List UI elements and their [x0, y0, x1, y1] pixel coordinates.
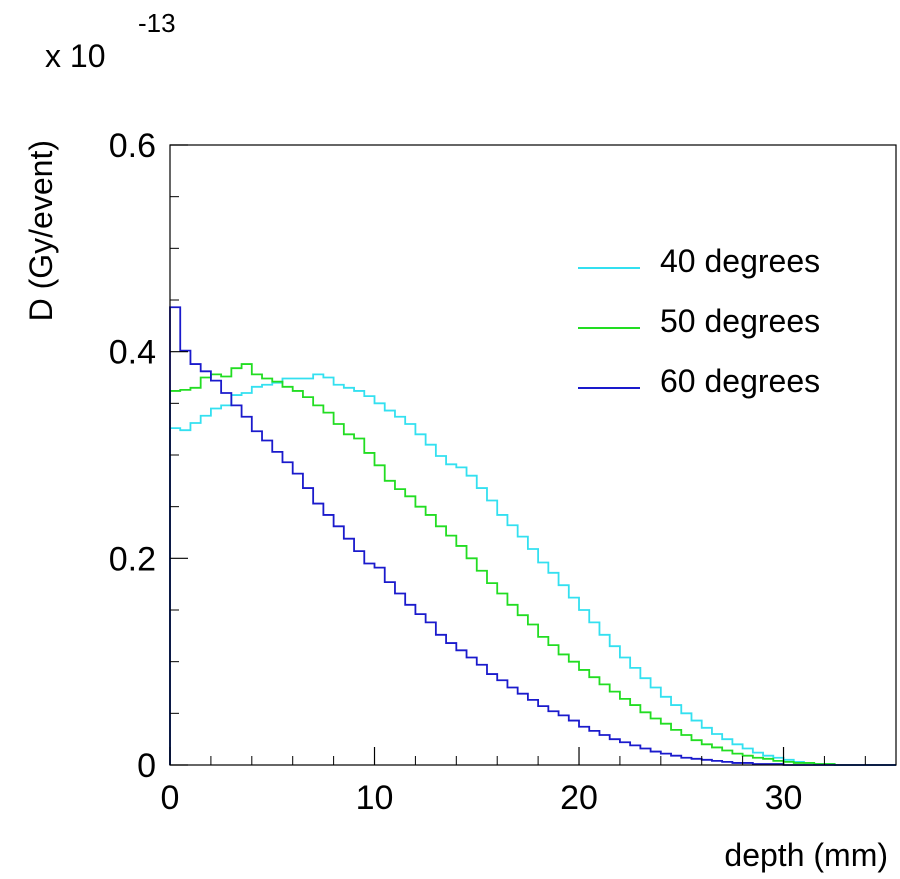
- legend: 40 degrees 50 degrees 60 degrees: [578, 243, 820, 399]
- x-tick-label: 20: [560, 779, 598, 817]
- plot-frame: [169, 144, 897, 766]
- y-tick-label: 0.2: [109, 540, 156, 578]
- legend-label: 60 degrees: [660, 363, 820, 399]
- series-line-3: [169, 306, 896, 766]
- labels-layer: 0 10 20 30 0 0.2 0.4 0.6: [109, 127, 803, 817]
- x-tick-label: 10: [356, 779, 394, 817]
- y-tick-label: 0: [137, 747, 156, 785]
- legend-label: 50 degrees: [660, 303, 820, 339]
- x-tick-label: 30: [765, 779, 803, 817]
- y-multiplier-base: x 10: [45, 38, 105, 74]
- y-tick-label: 0.4: [109, 334, 156, 372]
- ticks-layer: [169, 144, 866, 766]
- x-tick-label: 0: [161, 779, 180, 817]
- x-axis-title: depth (mm): [724, 837, 888, 873]
- series-layer: [169, 306, 896, 766]
- series-line-2: [169, 363, 896, 766]
- series-line-1: [169, 373, 896, 766]
- legend-label: 40 degrees: [660, 243, 820, 279]
- y-axis-title: D (Gy/event): [23, 140, 59, 321]
- y-tick-label: 0.6: [109, 127, 156, 165]
- y-multiplier-exponent: -13: [138, 8, 176, 38]
